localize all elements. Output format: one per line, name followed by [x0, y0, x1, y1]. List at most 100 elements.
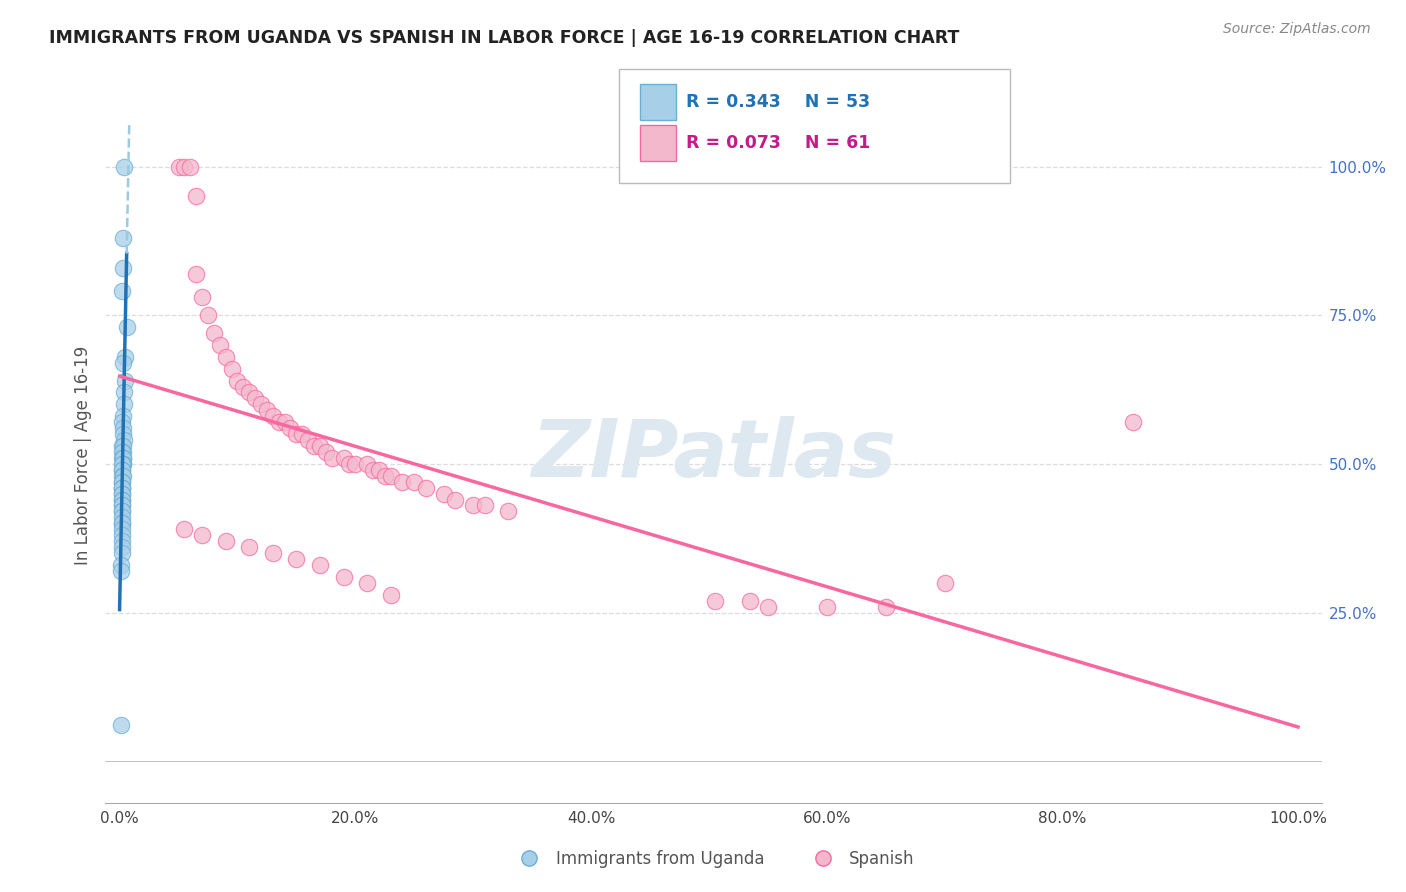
Point — [221, 361, 243, 376]
Point — [238, 385, 260, 400]
Point — [238, 540, 260, 554]
Point — [1122, 415, 1144, 429]
Point — [114, 350, 136, 364]
Text: R = 0.343    N = 53: R = 0.343 N = 53 — [686, 93, 870, 111]
Point — [214, 534, 236, 549]
Point — [374, 468, 396, 483]
Point — [738, 593, 761, 607]
Point — [380, 588, 402, 602]
Point — [110, 718, 132, 732]
Point — [875, 599, 897, 614]
Point — [167, 160, 190, 174]
Point — [297, 433, 319, 447]
Point — [114, 374, 136, 388]
Point — [202, 326, 225, 340]
Point — [332, 450, 354, 465]
Point — [243, 392, 266, 406]
Point — [112, 385, 135, 400]
Point — [111, 468, 134, 483]
Point — [361, 463, 384, 477]
Point — [302, 439, 325, 453]
Point — [280, 421, 302, 435]
Point — [111, 504, 134, 518]
Point — [111, 445, 134, 459]
Point — [111, 534, 134, 549]
Point — [262, 409, 284, 424]
Point — [112, 231, 135, 245]
Point — [463, 499, 485, 513]
Point — [186, 189, 208, 203]
Point — [112, 450, 135, 465]
Point — [111, 475, 134, 489]
Point — [111, 475, 134, 489]
Point — [111, 516, 134, 531]
Point — [367, 463, 389, 477]
Point — [173, 160, 195, 174]
Point — [356, 575, 378, 590]
Point — [111, 481, 134, 495]
Point — [815, 599, 838, 614]
Legend: Immigrants from Uganda, Spanish: Immigrants from Uganda, Spanish — [506, 843, 921, 874]
Point — [226, 374, 249, 388]
Point — [111, 463, 134, 477]
Point — [111, 499, 134, 513]
Point — [291, 427, 314, 442]
Point — [433, 486, 456, 500]
Point — [332, 570, 354, 584]
Text: Source: ZipAtlas.com: Source: ZipAtlas.com — [1223, 22, 1371, 37]
Point — [112, 433, 135, 447]
Point — [191, 290, 214, 304]
Point — [111, 285, 134, 299]
Point — [111, 492, 134, 507]
Point — [111, 546, 134, 560]
Point — [315, 445, 337, 459]
Point — [111, 481, 134, 495]
Point — [112, 409, 135, 424]
Point — [267, 415, 290, 429]
Point — [115, 320, 138, 334]
Point — [179, 160, 201, 174]
Point — [111, 492, 134, 507]
Point — [111, 415, 134, 429]
Point — [112, 421, 135, 435]
Point — [111, 481, 134, 495]
Point — [111, 540, 134, 554]
Point — [191, 528, 214, 542]
Point — [339, 457, 361, 471]
Point — [208, 338, 231, 352]
Point — [498, 504, 520, 518]
Point — [112, 356, 135, 370]
Point — [232, 379, 254, 393]
Text: ZIPatlas: ZIPatlas — [531, 416, 896, 494]
Point — [111, 499, 134, 513]
Point — [112, 160, 135, 174]
Point — [111, 516, 134, 531]
Point — [111, 510, 134, 524]
Point — [356, 457, 378, 471]
Point — [111, 504, 134, 518]
Point — [111, 528, 134, 542]
Point — [380, 468, 402, 483]
Point — [391, 475, 413, 489]
Point — [111, 463, 134, 477]
Y-axis label: In Labor Force | Age 16-19: In Labor Force | Age 16-19 — [73, 345, 91, 565]
Point — [262, 546, 284, 560]
Point — [756, 599, 779, 614]
Point — [214, 350, 236, 364]
Point — [273, 415, 295, 429]
Point — [285, 427, 308, 442]
Point — [111, 450, 134, 465]
Point — [112, 439, 135, 453]
Point — [112, 457, 135, 471]
Point — [111, 457, 134, 471]
Point — [112, 445, 135, 459]
Point — [110, 558, 132, 572]
Point — [444, 492, 467, 507]
Point — [703, 593, 725, 607]
Point — [112, 468, 135, 483]
Point — [112, 427, 135, 442]
Point — [110, 564, 132, 578]
Point — [197, 308, 219, 322]
Point — [111, 486, 134, 500]
Point — [111, 439, 134, 453]
